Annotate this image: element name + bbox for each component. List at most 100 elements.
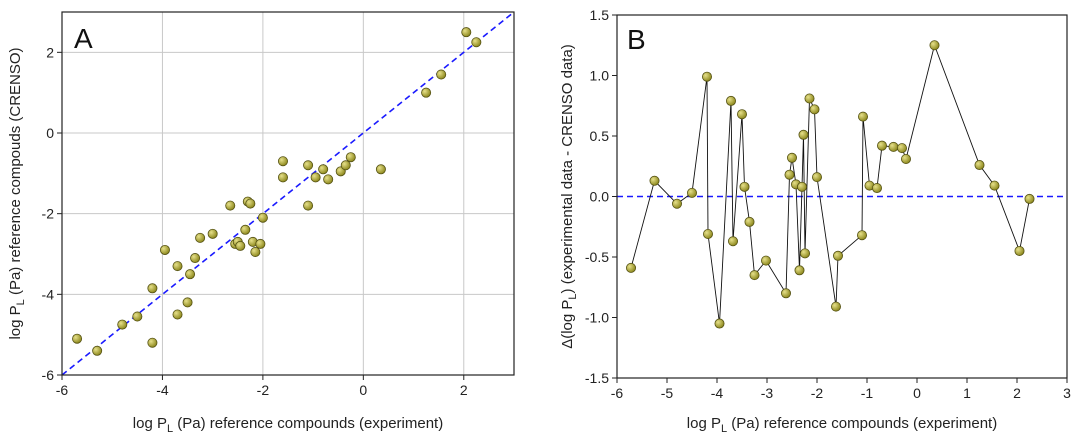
data-point [117, 319, 128, 330]
panel-a-points [72, 27, 482, 356]
y-tick-label: -6 [42, 367, 55, 383]
data-point [672, 198, 683, 209]
data-point [240, 224, 251, 235]
y-tick-label: -2 [42, 206, 55, 222]
data-point [703, 229, 714, 240]
data-point [303, 160, 314, 171]
data-point [872, 183, 883, 194]
data-point [702, 71, 713, 82]
x-tick-label: -4 [711, 385, 724, 401]
data-point [421, 87, 432, 98]
x-tick-label: -4 [156, 382, 169, 398]
data-point [897, 143, 908, 154]
data-point [323, 174, 334, 185]
data-point [857, 230, 868, 241]
data-point [172, 309, 183, 320]
data-point [310, 172, 321, 183]
x-tick-label: 0 [359, 382, 367, 398]
data-point [649, 175, 660, 186]
y-tick-label: -0.5 [585, 249, 609, 265]
panel-a-x-ticks: -6 -4 -2 0 2 [56, 375, 468, 398]
panel-b-y-ticks: -1.5 -1.0 -0.5 0.0 0.5 1.0 1.5 [585, 7, 617, 386]
y-tick-label: -4 [42, 286, 55, 302]
data-point [974, 160, 985, 171]
panel-b-deviation-plot: -6 -5 -4 -3 -2 -1 0 1 2 3 -1.5 -1.0 -0.5 0.0 0.5 1.0 1.… [559, 7, 1071, 435]
data-point [471, 37, 482, 48]
data-point [749, 270, 760, 281]
panel-a-scatter: -6 -4 -2 0 2 -6 -4 -2 0 2 A log PL (Pa) referenc… [7, 11, 515, 435]
x-tick-label: 1 [963, 385, 971, 401]
panel-a-x-axis-label: log PL (Pa) reference compounds (experim… [133, 415, 443, 435]
data-point [1024, 193, 1035, 204]
x-tick-label: -2 [811, 385, 824, 401]
data-point [277, 172, 288, 183]
data-point [277, 156, 288, 167]
data-point [225, 200, 236, 211]
data-point [877, 140, 888, 151]
data-point [833, 250, 844, 261]
data-point [461, 27, 472, 38]
data-point [726, 95, 737, 106]
data-point [831, 301, 842, 312]
data-point [92, 345, 103, 356]
panel-b-y-axis-label: Δ(log PL) (experimental data - CRENSO da… [559, 44, 579, 349]
data-point [132, 311, 143, 322]
y-tick-label: 0.5 [590, 128, 610, 144]
panel-a-frame [61, 11, 515, 376]
data-point [989, 180, 1000, 191]
data-point [714, 318, 725, 329]
data-point [739, 181, 750, 192]
panel-b-connector-line [630, 43, 1030, 324]
data-point [172, 261, 183, 272]
panel-b-label: B [627, 24, 646, 55]
y-tick-label: 0 [46, 125, 54, 141]
x-tick-label: 3 [1063, 385, 1071, 401]
data-point [787, 152, 798, 163]
data-point [159, 244, 170, 255]
data-point [798, 129, 809, 140]
x-tick-label: 2 [460, 382, 468, 398]
x-tick-label: -6 [611, 385, 624, 401]
data-point [72, 333, 83, 344]
x-tick-label: -5 [661, 385, 674, 401]
data-point [375, 164, 386, 175]
data-point [794, 265, 805, 276]
data-point [340, 160, 351, 171]
y-tick-label: 1.0 [590, 68, 610, 84]
y-tick-label: 0.0 [590, 189, 610, 205]
x-tick-label: -2 [257, 382, 270, 398]
data-point [784, 169, 795, 180]
data-point [781, 288, 792, 299]
data-point [687, 187, 698, 198]
data-point [929, 40, 940, 51]
panel-b-x-axis-label: log PL (Pa) reference compounds (experim… [687, 415, 997, 435]
data-point [147, 283, 158, 294]
data-point [737, 109, 748, 120]
data-point [147, 337, 158, 348]
data-point [303, 200, 314, 211]
data-point [804, 93, 815, 104]
data-point [235, 240, 246, 251]
data-point [728, 236, 739, 247]
data-point [1014, 245, 1025, 256]
data-point [318, 164, 329, 175]
data-point [245, 198, 256, 209]
data-point [185, 269, 196, 280]
panel-a-label: A [74, 23, 93, 54]
data-point [901, 153, 912, 164]
x-tick-label: -1 [861, 385, 874, 401]
y-tick-label: -1.5 [585, 370, 609, 386]
data-point [809, 104, 820, 115]
data-point [255, 238, 266, 249]
panel-b-points [626, 40, 1035, 329]
x-tick-label: 0 [913, 385, 921, 401]
data-point [812, 172, 823, 183]
data-point [888, 141, 899, 152]
data-point [207, 228, 218, 239]
data-point [345, 152, 356, 163]
data-point [436, 69, 447, 80]
data-point [761, 255, 772, 266]
panel-a-identity-line [61, 11, 515, 376]
x-tick-label: 2 [1013, 385, 1021, 401]
x-tick-label: -3 [761, 385, 774, 401]
